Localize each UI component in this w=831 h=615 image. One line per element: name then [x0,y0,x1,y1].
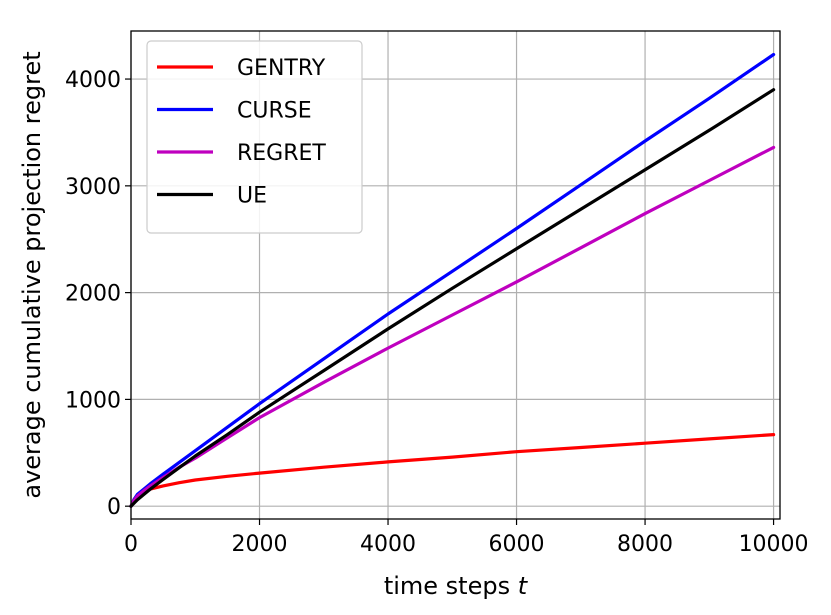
legend-label-regret: REGRET [237,141,326,166]
y-tick-label: 4000 [65,68,121,93]
series-lines [129,52,776,508]
series-line-regret [129,145,776,508]
x-tick-label: 2000 [232,532,288,557]
y-tick-label: 2000 [65,282,121,307]
y-axis-label: average cumulative projection regret [18,51,46,498]
legend-label-curse: CURSE [237,99,312,124]
y-tick-label: 1000 [65,388,121,413]
legend-label-ue: UE [237,184,267,209]
x-tick-label: 6000 [489,532,545,557]
x-tick-label: 0 [124,532,138,557]
y-tick-label: 3000 [65,175,121,200]
x-axis-label: time steps t [384,572,529,600]
legend-label-gentry: GENTRY [237,56,326,81]
series-line-ue [129,88,776,508]
series-line-gentry [129,433,776,508]
y-axis-ticks: 0 1000 2000 3000 4000 [65,68,131,520]
x-tick-label: 4000 [360,532,416,557]
x-tick-label: 10000 [739,532,809,557]
legend: GENTRY CURSE REGRET UE [146,40,363,234]
legend-box [146,40,363,234]
x-axis-ticks: 0 2000 4000 6000 8000 10000 [124,519,809,557]
x-tick-label: 8000 [617,532,673,557]
y-tick-label: 0 [107,495,121,520]
plot-frame [130,30,781,520]
